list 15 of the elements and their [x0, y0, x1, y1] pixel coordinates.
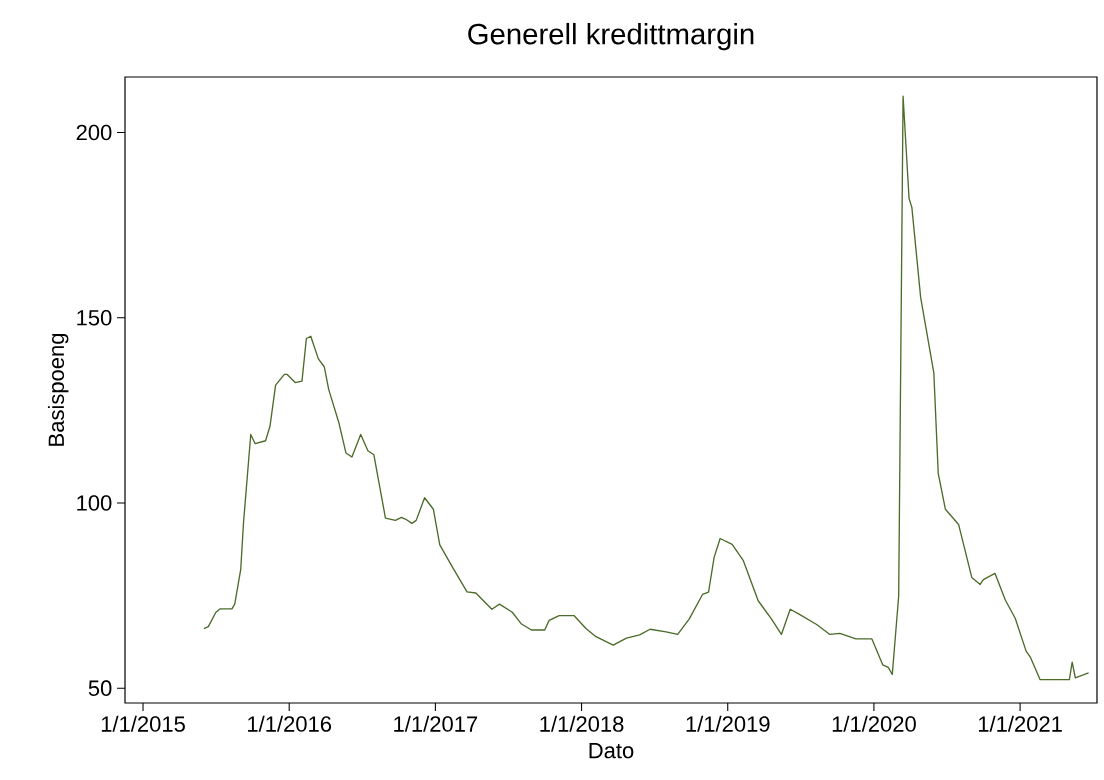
x-tick-label: 1/1/2016	[248, 715, 332, 732]
line-series	[203, 95, 1090, 681]
y-tick-label: 100	[77, 495, 112, 511]
y-axis-title: Basispoeng	[47, 333, 69, 446]
x-tick-label: 1/1/2018	[540, 715, 624, 732]
x-tick-label: 1/1/2020	[832, 715, 916, 732]
y-tick-label: 200	[76, 124, 112, 141]
y-tick-label: 150	[77, 309, 112, 326]
x-tick-label: 1/1/2021	[978, 715, 1062, 732]
chart-title: Generell kredittmargin	[468, 22, 754, 51]
x-tick-label: 1/1/2015	[101, 715, 185, 732]
x-axis-title: Dato	[589, 743, 634, 759]
y-tick-label: 50	[88, 680, 112, 696]
x-tick-label: 1/1/2017	[394, 715, 478, 732]
x-tick-label: 1/1/2019	[686, 715, 770, 732]
